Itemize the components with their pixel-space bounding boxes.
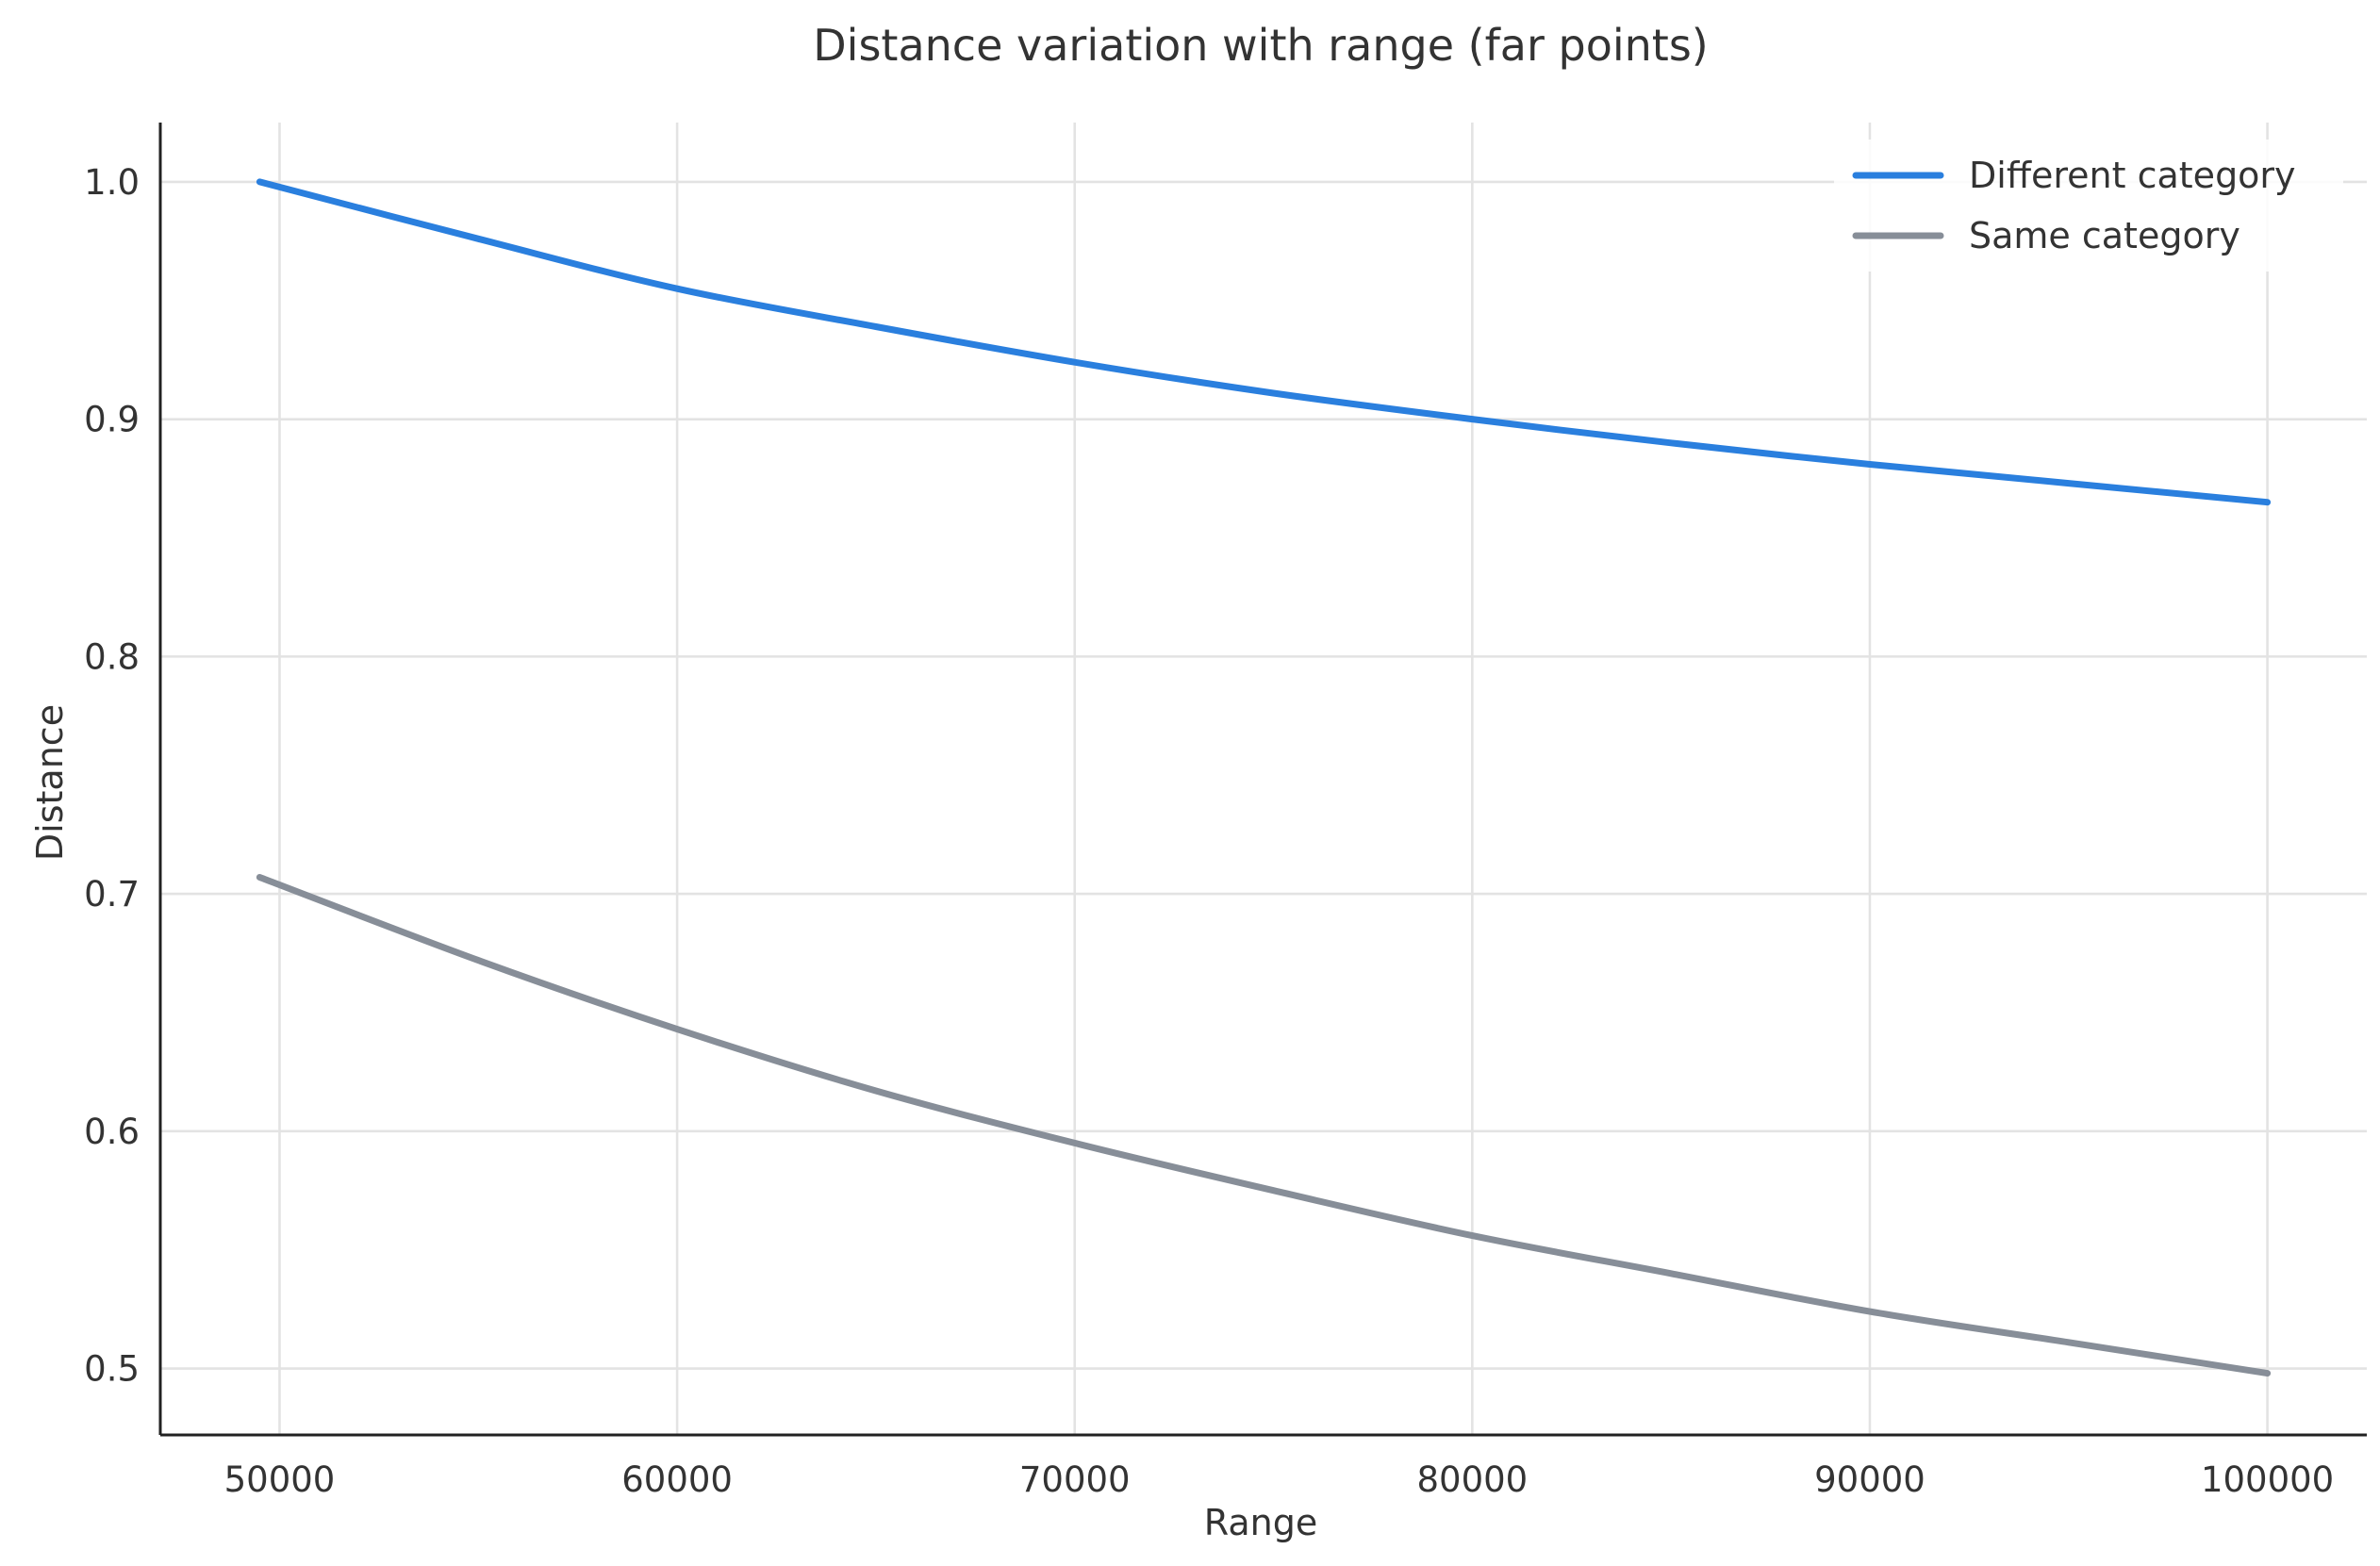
- chart-title: Distance variation with range (far point…: [813, 20, 1708, 71]
- series-line-same-category: [256, 874, 2272, 1377]
- legend-label: Same category: [1969, 215, 2240, 256]
- y-tick-labels: 0.5 0.6 0.7 0.8 0.9 1.0: [84, 162, 140, 1390]
- legend-label: Different category: [1969, 155, 2296, 196]
- y-tick-label: 0.7: [84, 874, 140, 915]
- x-tick-label: 60000: [621, 1459, 733, 1500]
- series-line-different-category: [256, 178, 2272, 506]
- y-tick-label: 0.9: [84, 400, 140, 440]
- y-tick-label: 0.5: [84, 1349, 140, 1390]
- x-tick-label: 90000: [1814, 1459, 1925, 1500]
- y-tick-label: 1.0: [84, 162, 140, 203]
- series-lines: [256, 178, 2272, 1377]
- grid: [160, 123, 2367, 1435]
- y-tick-label: 0.6: [84, 1112, 140, 1152]
- x-tick-label: 70000: [1019, 1459, 1131, 1500]
- legend: Different category Same category: [1834, 140, 2343, 272]
- axes: [158, 123, 2367, 1437]
- x-tick-label: 80000: [1416, 1459, 1528, 1500]
- x-tick-label: 50000: [224, 1459, 336, 1500]
- x-tick-label: 100000: [2201, 1459, 2334, 1500]
- legend-background: [1834, 140, 2343, 272]
- y-axis-label: Distance: [29, 704, 71, 861]
- y-tick-label: 0.8: [84, 636, 140, 677]
- x-tick-labels: 50000 60000 70000 80000 90000 100000: [224, 1459, 2335, 1500]
- x-axis-label: Range: [1204, 1502, 1317, 1543]
